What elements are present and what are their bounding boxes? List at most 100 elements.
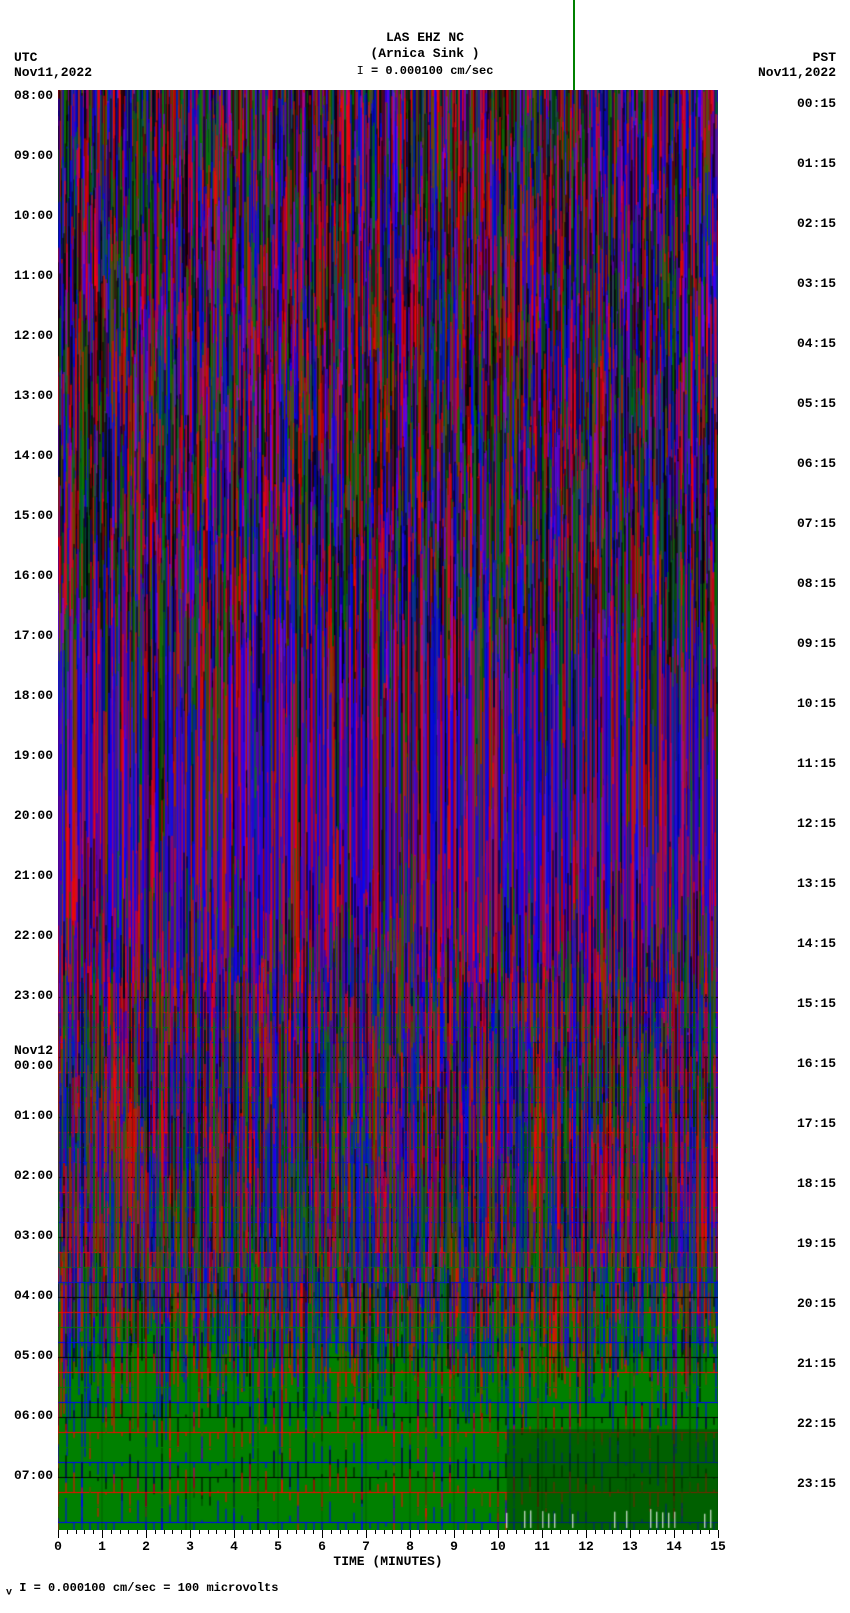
scale-reference: I = 0.000100 cm/sec xyxy=(0,64,850,78)
xtick-minor xyxy=(137,1530,138,1534)
left-tick-label: 10:00 xyxy=(14,208,53,223)
xtick-minor xyxy=(595,1530,596,1534)
left-tick-label: 15:00 xyxy=(14,508,53,523)
xtick-label: 4 xyxy=(230,1539,238,1554)
xtick-minor xyxy=(313,1530,314,1534)
xtick-label: 9 xyxy=(450,1539,458,1554)
xtick-minor xyxy=(445,1530,446,1534)
xtick-label: 3 xyxy=(186,1539,194,1554)
xtick-label: 5 xyxy=(274,1539,282,1554)
xtick-major xyxy=(366,1530,367,1538)
right-tick-label: 08:15 xyxy=(797,576,836,591)
right-tick-label: 18:15 xyxy=(797,1176,836,1191)
xtick-minor xyxy=(551,1530,552,1534)
right-tick-label: 23:15 xyxy=(797,1476,836,1491)
right-tick-label: 21:15 xyxy=(797,1356,836,1371)
left-tick-label: 06:00 xyxy=(14,1408,53,1423)
left-tick-label: 17:00 xyxy=(14,628,53,643)
xtick-major xyxy=(58,1530,59,1538)
right-tick-label: 10:15 xyxy=(797,696,836,711)
xtick-minor xyxy=(665,1530,666,1534)
xtick-minor xyxy=(419,1530,420,1534)
xtick-minor xyxy=(76,1530,77,1534)
right-tick-label: 04:15 xyxy=(797,336,836,351)
xtick-major xyxy=(498,1530,499,1538)
xtick-major xyxy=(410,1530,411,1538)
right-timezone-block: PST Nov11,2022 xyxy=(758,50,836,80)
right-tick-label: 16:15 xyxy=(797,1056,836,1071)
xtick-label: 8 xyxy=(406,1539,414,1554)
xtick-minor xyxy=(384,1530,385,1534)
left-tick-label: 19:00 xyxy=(14,748,53,763)
xtick-label: 10 xyxy=(490,1539,506,1554)
xtick-minor xyxy=(683,1530,684,1534)
xtick-label: 15 xyxy=(710,1539,726,1554)
right-tick-label: 03:15 xyxy=(797,276,836,291)
right-tick-label: 12:15 xyxy=(797,816,836,831)
xtick-minor xyxy=(67,1530,68,1534)
left-tick-label: 03:00 xyxy=(14,1228,53,1243)
left-tick-label: 00:00 xyxy=(14,1058,53,1073)
xtick-label: 2 xyxy=(142,1539,150,1554)
xtick-minor xyxy=(472,1530,473,1534)
xtick-minor xyxy=(216,1530,217,1534)
xtick-minor xyxy=(709,1530,710,1534)
right-tick-label: 09:15 xyxy=(797,636,836,651)
xtick-minor xyxy=(639,1530,640,1534)
xtick-minor xyxy=(225,1530,226,1534)
right-date: Nov11,2022 xyxy=(758,65,836,80)
xtick-label: 12 xyxy=(578,1539,594,1554)
xtick-minor xyxy=(348,1530,349,1534)
left-date: Nov11,2022 xyxy=(14,65,92,80)
xtick-major xyxy=(718,1530,719,1538)
xtick-minor xyxy=(392,1530,393,1534)
right-tick-label: 06:15 xyxy=(797,456,836,471)
left-tick-label: 05:00 xyxy=(14,1348,53,1363)
xtick-major xyxy=(322,1530,323,1538)
right-tick-label: 15:15 xyxy=(797,996,836,1011)
xtick-minor xyxy=(401,1530,402,1534)
left-timezone: UTC xyxy=(14,50,92,65)
left-timezone-block: UTC Nov11,2022 xyxy=(14,50,92,80)
xtick-minor xyxy=(155,1530,156,1534)
xtick-minor xyxy=(568,1530,569,1534)
right-tick-label: 07:15 xyxy=(797,516,836,531)
xtick-minor xyxy=(340,1530,341,1534)
xtick-minor xyxy=(93,1530,94,1534)
xtick-major xyxy=(586,1530,587,1538)
xtick-minor xyxy=(656,1530,657,1534)
right-tick-label: 01:15 xyxy=(797,156,836,171)
xtick-label: 13 xyxy=(622,1539,638,1554)
right-tick-label: 20:15 xyxy=(797,1296,836,1311)
xtick-minor xyxy=(507,1530,508,1534)
right-timezone: PST xyxy=(758,50,836,65)
xtick-minor xyxy=(524,1530,525,1534)
xtick-label: 14 xyxy=(666,1539,682,1554)
left-tick-label: 02:00 xyxy=(14,1168,53,1183)
xtick-major xyxy=(190,1530,191,1538)
xtick-minor xyxy=(243,1530,244,1534)
xtick-major xyxy=(630,1530,631,1538)
xtick-minor xyxy=(296,1530,297,1534)
x-axis-title: TIME (MINUTES) xyxy=(58,1554,718,1569)
xtick-minor xyxy=(516,1530,517,1534)
time-marker xyxy=(573,0,575,90)
xtick-minor xyxy=(480,1530,481,1534)
station-code: LAS EHZ NC xyxy=(0,30,850,45)
left-tick-label: 21:00 xyxy=(14,868,53,883)
left-tick-label: 18:00 xyxy=(14,688,53,703)
xtick-minor xyxy=(111,1530,112,1534)
xtick-minor xyxy=(199,1530,200,1534)
left-tick-label: 01:00 xyxy=(14,1108,53,1123)
xtick-minor xyxy=(128,1530,129,1534)
xtick-minor xyxy=(648,1530,649,1534)
left-tick-label: 13:00 xyxy=(14,388,53,403)
xtick-label: 6 xyxy=(318,1539,326,1554)
xtick-major xyxy=(278,1530,279,1538)
xtick-minor xyxy=(533,1530,534,1534)
left-tick-label: 22:00 xyxy=(14,928,53,943)
station-name: (Arnica Sink ) xyxy=(0,46,850,61)
left-tick-label: 08:00 xyxy=(14,88,53,103)
left-tick-label: Nov12 xyxy=(14,1043,53,1058)
xtick-major xyxy=(146,1530,147,1538)
